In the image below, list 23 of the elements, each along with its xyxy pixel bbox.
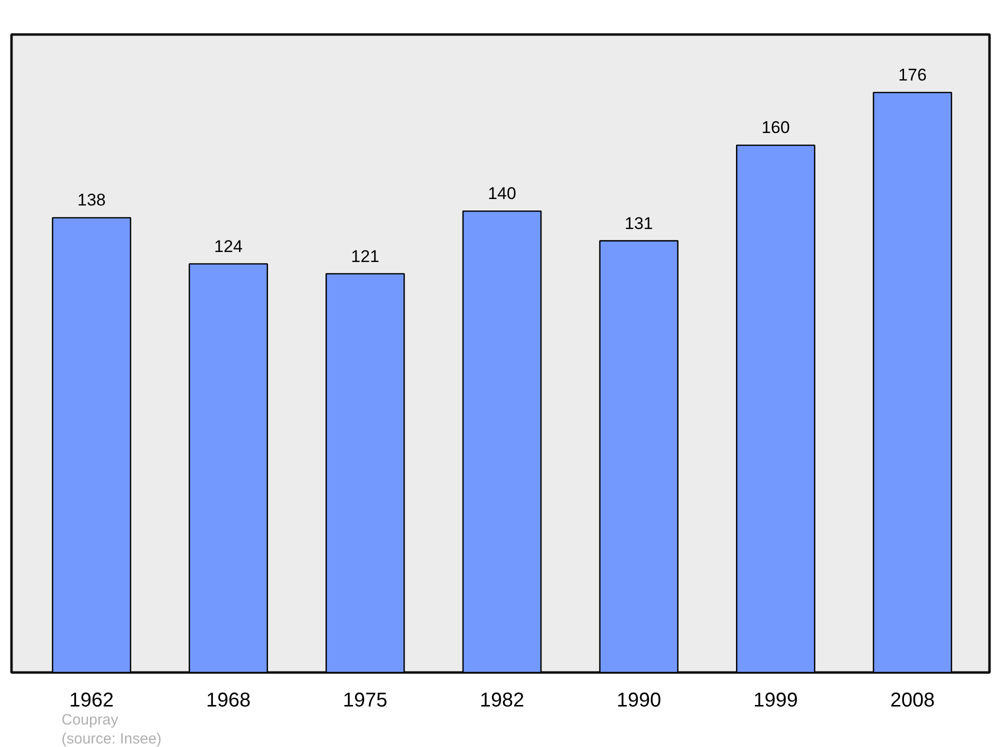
- data-label: 121: [351, 246, 380, 266]
- bar: [462, 210, 542, 672]
- x-tick-label: 1975: [342, 690, 388, 712]
- bar: [872, 92, 952, 672]
- data-label: 160: [761, 118, 790, 138]
- bar: [326, 273, 405, 672]
- x-tick-label: 1999: [753, 690, 798, 712]
- data-label: 176: [898, 66, 927, 84]
- x-tick-label: 1962: [69, 690, 114, 712]
- x-tick-label: 2008: [890, 690, 935, 712]
- x-tick-label: 1990: [616, 690, 662, 712]
- x-tick-label: 1982: [480, 690, 524, 712]
- bar: [52, 217, 132, 672]
- text: Coupray: [62, 712, 119, 728]
- data-label: 140: [488, 184, 516, 204]
- text: (source: Insee): [62, 730, 162, 747]
- bar: [188, 263, 268, 672]
- data-label: 124: [214, 236, 243, 256]
- x-tick-label: 1968: [206, 690, 251, 712]
- data-label: 131: [624, 214, 654, 233]
- bar: [599, 240, 678, 672]
- data-label: 138: [77, 190, 106, 210]
- bar: [736, 144, 816, 672]
